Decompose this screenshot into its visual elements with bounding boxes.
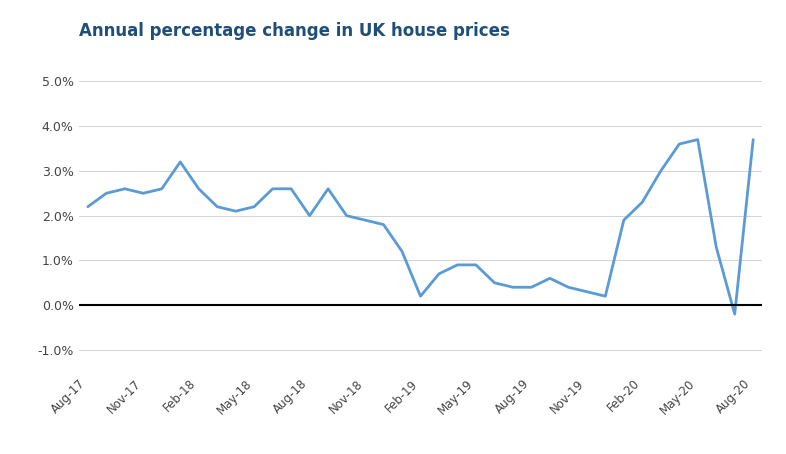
- Text: Annual percentage change in UK house prices: Annual percentage change in UK house pri…: [79, 22, 509, 40]
